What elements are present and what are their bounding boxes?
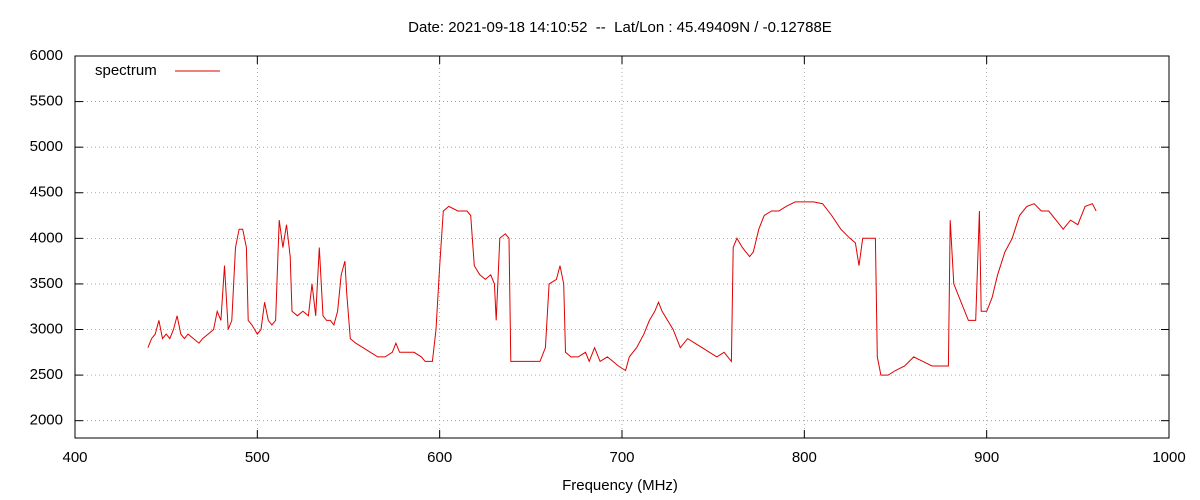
y-tick-label: 3000 [30,320,63,337]
x-tick-label: 400 [62,449,87,466]
y-tick-label: 3500 [30,275,63,292]
plot-border [74,55,1170,439]
y-tick-label: 5500 [30,93,63,110]
chart-title: Date: 2021-09-18 14:10:52 -- Lat/Lon : 4… [408,19,832,36]
x-axis-label: Frequency (MHz) [562,477,678,494]
x-tick-label: 600 [427,449,452,466]
x-tick-label: 900 [974,449,999,466]
x-tick-label: 700 [609,449,634,466]
y-tick-label: 2500 [30,366,63,383]
y-tick-label: 4000 [30,229,63,246]
x-tick-label: 500 [245,449,270,466]
y-tick-label: 6000 [30,47,63,64]
x-tick-label: 800 [792,449,817,466]
y-tick-label: 5000 [30,138,63,155]
y-tick-label: 4500 [30,184,63,201]
spectrum-line [147,201,1097,376]
legend-label: spectrum [95,62,157,79]
x-tick-label: 1000 [1152,449,1185,466]
y-tick-label: 2000 [30,412,63,429]
